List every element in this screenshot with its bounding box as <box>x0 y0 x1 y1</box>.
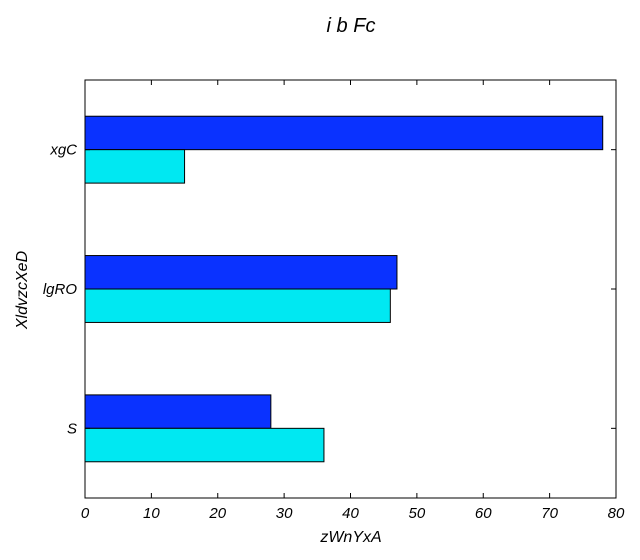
x-tick-label: 70 <box>541 505 558 522</box>
x-tick-label: 0 <box>81 505 90 522</box>
bar-series2-lgRO <box>85 289 390 322</box>
x-tick-label: 10 <box>143 505 160 522</box>
x-tick-label: 20 <box>208 505 226 522</box>
bar-series2-S <box>85 428 324 461</box>
y-axis-label: XldvzcXeD <box>14 250 31 330</box>
bar-series2-xgC <box>85 150 185 183</box>
x-axis-label: zWnYxA <box>319 529 381 546</box>
bar-series1-S <box>85 395 271 428</box>
x-tick-label: 40 <box>342 505 359 522</box>
x-tick-label: 60 <box>475 505 492 522</box>
y-tick-label: S <box>67 420 77 437</box>
x-tick-label: 30 <box>276 505 293 522</box>
chart-title: i b Fc <box>327 15 376 37</box>
bars-group <box>85 116 603 462</box>
x-tick-label: 50 <box>409 505 426 522</box>
y-tick-label: lgRO <box>43 281 78 298</box>
x-tick-label: 80 <box>608 505 625 522</box>
bar-series1-xgC <box>85 116 603 149</box>
y-tick-label: xgC <box>49 142 77 159</box>
bar-series1-lgRO <box>85 256 397 289</box>
